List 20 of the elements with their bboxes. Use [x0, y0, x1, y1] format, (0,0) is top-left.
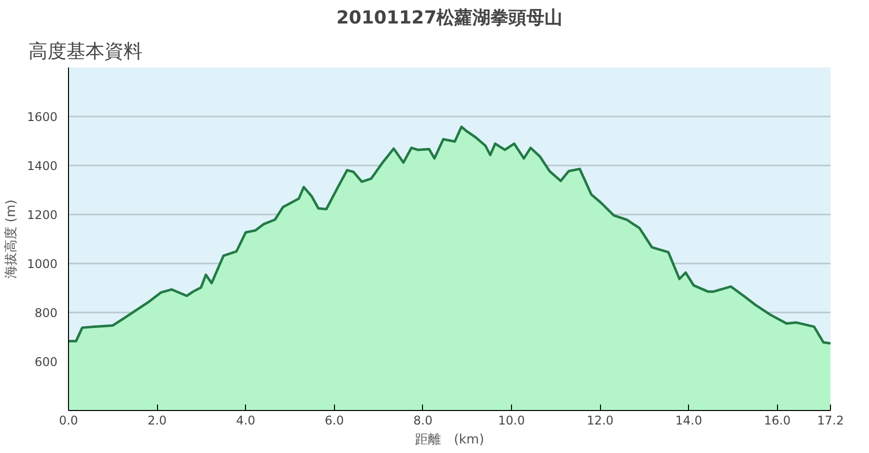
y-tick-label: 1600 [26, 110, 58, 124]
x-tick-label: 4.0 [236, 414, 256, 428]
x-tick-label: 10.0 [498, 414, 525, 428]
x-axis-title: 距離 (km) [414, 432, 484, 448]
y-tick-label: 1200 [26, 208, 58, 222]
y-tick-label: 1400 [26, 159, 58, 173]
x-tick-label: 12.0 [586, 414, 614, 428]
x-tick-label: 17.2 [817, 414, 844, 428]
chart-title: 20101127松蘿湖拳頭母山 [336, 8, 563, 28]
x-tick-label: 0.0 [58, 414, 78, 428]
y-tick-label: 600 [34, 355, 58, 369]
x-tick-label: 16.0 [764, 414, 791, 428]
y-tick-label: 1000 [26, 257, 58, 271]
x-tick-label: 6.0 [324, 414, 344, 428]
y-tick-label: 800 [34, 306, 58, 320]
x-tick-label: 14.0 [675, 414, 702, 428]
chart-subtitle: 高度基本資料 [28, 40, 142, 62]
x-tick-label: 2.0 [148, 414, 167, 428]
y-axis-title: 海拔高度 (m) [2, 200, 19, 278]
x-tick-label: 8.0 [413, 414, 432, 428]
